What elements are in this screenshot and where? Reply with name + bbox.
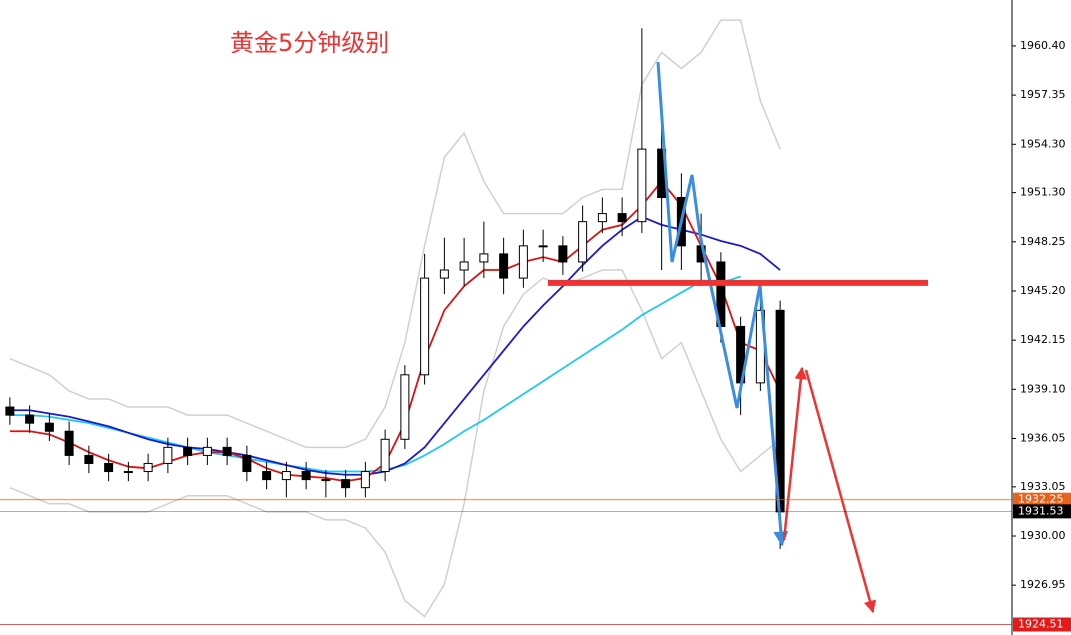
candle-body bbox=[202, 446, 212, 456]
candle-body bbox=[459, 261, 469, 271]
y-tick-label: 1936.05 bbox=[1020, 431, 1066, 444]
candle-body bbox=[341, 479, 351, 489]
candle-body bbox=[538, 245, 548, 248]
candle-body bbox=[558, 245, 568, 263]
candle-body bbox=[5, 406, 15, 416]
indicator-line bbox=[9, 179, 781, 483]
y-tick-label: 1948.25 bbox=[1020, 235, 1066, 248]
chart-title: 黄金5分钟级别 bbox=[230, 29, 389, 57]
candle-body bbox=[222, 446, 232, 456]
y-tick-label: 1930.00 bbox=[1020, 529, 1066, 542]
y-tick-label: 1954.30 bbox=[1020, 137, 1066, 150]
candle-body bbox=[64, 430, 74, 456]
candle-body bbox=[301, 471, 311, 481]
candle-body bbox=[183, 446, 193, 456]
candle-body bbox=[380, 438, 390, 473]
candle-body bbox=[499, 253, 509, 279]
candle-body bbox=[518, 245, 528, 279]
candle-body bbox=[281, 471, 291, 481]
price-tag-label: 1932.25 bbox=[1018, 493, 1064, 506]
candle-body bbox=[262, 471, 272, 481]
candle-body bbox=[617, 213, 627, 223]
candle-body bbox=[104, 462, 114, 473]
candle-body bbox=[597, 213, 607, 223]
candle-body bbox=[242, 454, 252, 473]
plot-area bbox=[5, 19, 785, 618]
candle-body bbox=[123, 471, 133, 474]
indicator-line bbox=[9, 215, 781, 476]
price-tag bbox=[1013, 617, 1071, 632]
indicator-line bbox=[9, 269, 781, 618]
candle-body bbox=[420, 277, 430, 376]
indicator-line bbox=[9, 19, 781, 449]
candle-body bbox=[578, 221, 588, 263]
candle-body bbox=[400, 374, 410, 440]
y-tick-label: 1960.40 bbox=[1020, 39, 1066, 52]
price-tag-label: 1931.53 bbox=[1018, 504, 1064, 517]
candle-body bbox=[479, 253, 489, 263]
candle-body bbox=[360, 471, 370, 489]
y-tick-label: 1951.30 bbox=[1020, 186, 1066, 199]
candle-body bbox=[439, 269, 449, 279]
y-tick-label: 1942.15 bbox=[1020, 333, 1066, 346]
candle-body bbox=[84, 454, 94, 464]
red-arrow-up bbox=[782, 366, 808, 541]
price-tag-label: 1924.51 bbox=[1018, 618, 1064, 631]
candle-body bbox=[321, 479, 331, 482]
candle-body bbox=[25, 414, 35, 424]
candle-body bbox=[44, 422, 54, 432]
candle-body bbox=[143, 462, 153, 473]
y-tick-label: 1933.05 bbox=[1020, 480, 1066, 493]
y-tick-label: 1945.20 bbox=[1020, 284, 1066, 297]
candle-body bbox=[163, 446, 173, 464]
price-tag bbox=[1013, 504, 1071, 519]
y-tick-label: 1957.35 bbox=[1020, 88, 1066, 101]
y-tick-label: 1926.95 bbox=[1020, 578, 1066, 591]
red-arrow-down bbox=[804, 369, 877, 614]
price-tag bbox=[1013, 492, 1071, 507]
candle-body bbox=[637, 148, 647, 223]
y-tick-label: 1939.10 bbox=[1020, 382, 1066, 395]
